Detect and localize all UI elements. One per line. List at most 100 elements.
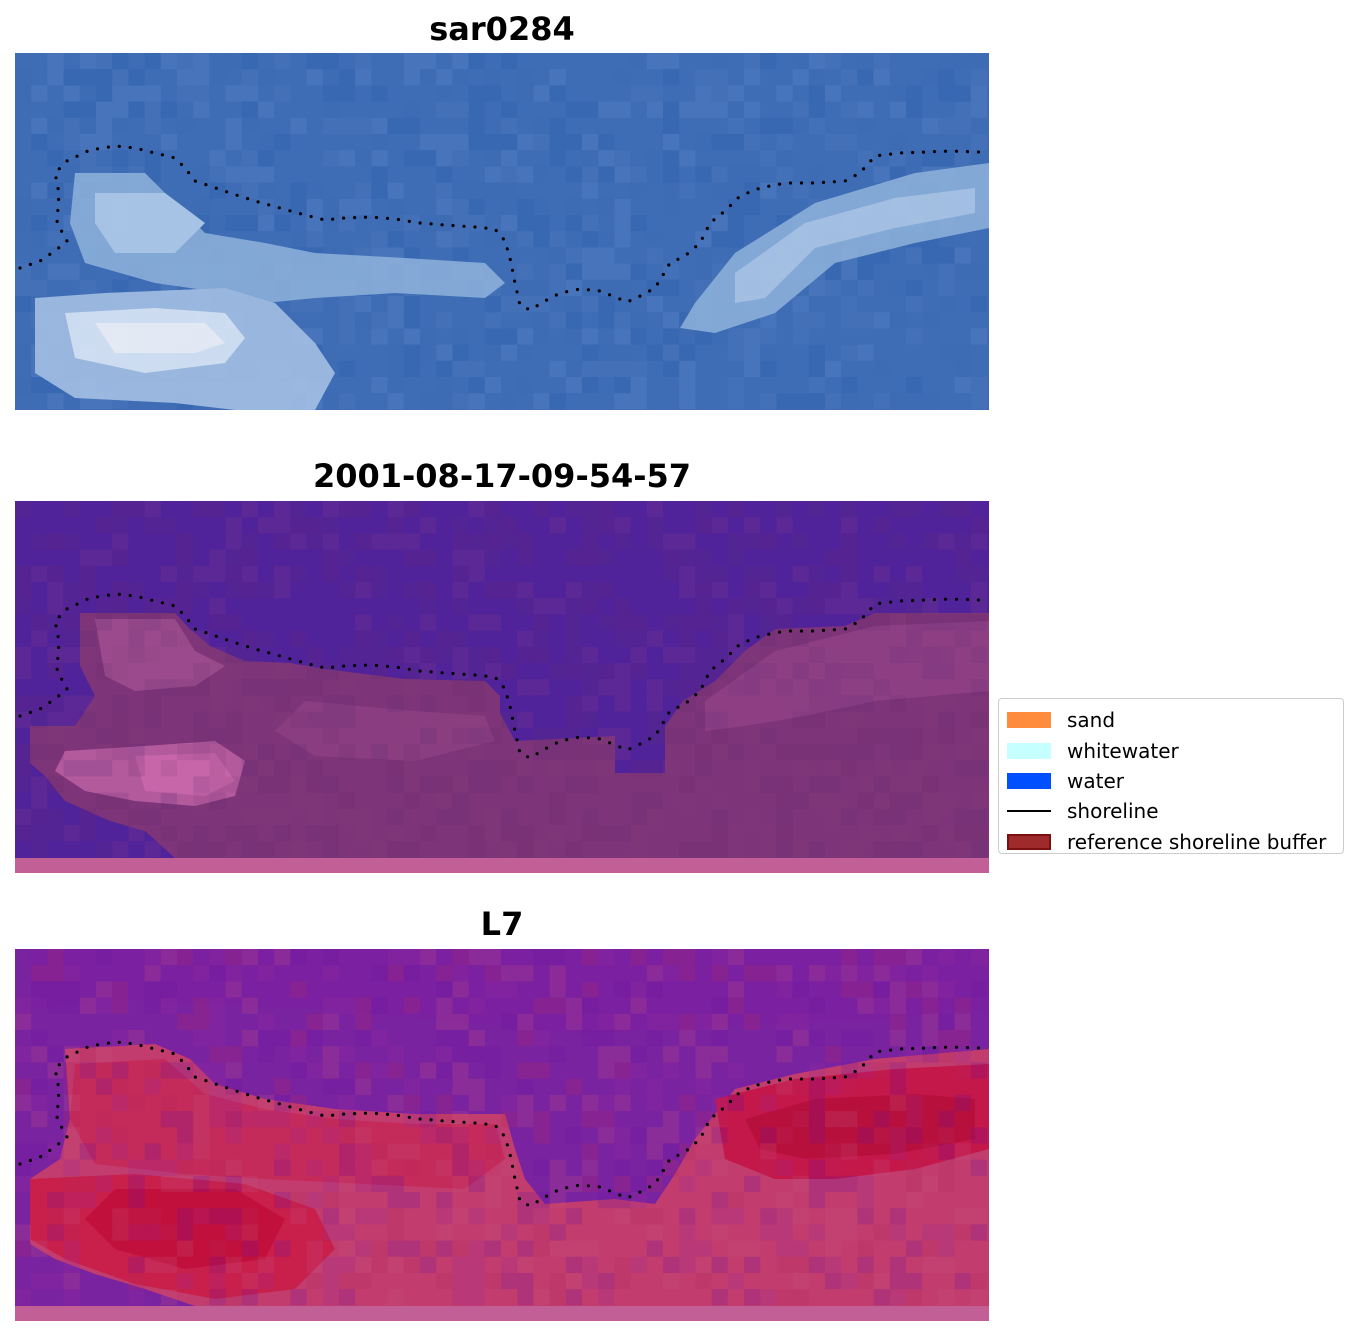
pixel [31,1094,48,1111]
pixel [339,1078,356,1095]
pixel [533,727,550,744]
pixel [533,949,550,966]
pixel [339,328,356,345]
pixel [193,663,210,680]
pixel [663,949,680,966]
shoreline-dot [510,1164,515,1168]
pixel [744,679,761,696]
shoreline-dot [256,200,260,204]
pixel [776,517,793,534]
pixel [760,598,777,615]
shoreline-dot [484,1122,488,1126]
pixel [549,727,566,744]
pixel [533,279,550,296]
pixel [15,1013,32,1030]
pixel [711,663,728,680]
pixel [533,134,550,151]
pixel [598,1030,615,1047]
pixel [452,533,469,550]
pixel [825,679,842,696]
pixel [727,997,744,1014]
pixel [387,965,404,982]
pixel [96,792,113,809]
shoreline-dot [150,598,154,602]
pixel [922,965,939,982]
pixel [841,598,858,615]
pixel [452,776,469,793]
pixel [468,215,485,232]
shoreline-dot [976,598,981,602]
pixel [355,533,372,550]
pixel [614,1192,631,1209]
pixel [355,825,372,842]
pixel [695,598,712,615]
pixel [565,776,582,793]
shoreline-dot [55,667,59,671]
pixel [679,949,696,966]
pixel [501,841,518,858]
pixel [906,565,923,582]
pixel [711,744,728,761]
pixel [371,630,388,647]
pixel [549,247,566,264]
pixel [468,614,485,631]
pixel [663,101,680,118]
pixel [582,744,599,761]
pixel [225,1224,242,1241]
pixel [452,517,469,534]
pixel [663,182,680,199]
pixel [873,1062,890,1079]
pixel [873,1111,890,1128]
pixel [15,598,32,615]
pixel [808,501,825,518]
pixel [549,981,566,998]
pixel [501,808,518,825]
shoreline-dot [48,700,52,704]
shoreline-dot [618,297,622,301]
pixel [322,101,339,118]
pixel [339,215,356,232]
pixel [436,1062,453,1079]
shoreline-dot [331,217,335,221]
pixel [177,841,194,858]
pixel [177,1240,194,1257]
pixel [339,393,356,410]
pixel [792,101,809,118]
pixel [549,117,566,134]
shoreline-dot [473,1121,477,1125]
sand-swatch [1007,712,1051,729]
pixel [339,1240,356,1257]
pixel [663,279,680,296]
pixel [614,1256,631,1273]
pixel [792,312,809,329]
pixel [112,841,129,858]
pixel [598,949,615,966]
shoreline-dot [429,670,433,674]
pixel [339,1046,356,1063]
pixel [31,533,48,550]
pixel [177,1159,194,1176]
pixel [873,981,890,998]
pixel [808,1175,825,1192]
pixel [582,215,599,232]
pixel [452,215,469,232]
pixel [598,614,615,631]
pixel [727,117,744,134]
pixel [112,1208,129,1225]
pixel [549,744,566,761]
pixel [452,150,469,167]
pixel [452,582,469,599]
pixel [112,85,129,102]
pixel [970,808,987,825]
pixel [355,614,372,631]
pixel [452,792,469,809]
pixel [938,695,955,712]
pixel [355,312,372,329]
pixel [96,1078,113,1095]
pixel [501,981,518,998]
pixel [371,1256,388,1273]
shoreline-dot [85,597,89,601]
pixel [565,1273,582,1290]
pixel [371,312,388,329]
pixel [549,663,566,680]
